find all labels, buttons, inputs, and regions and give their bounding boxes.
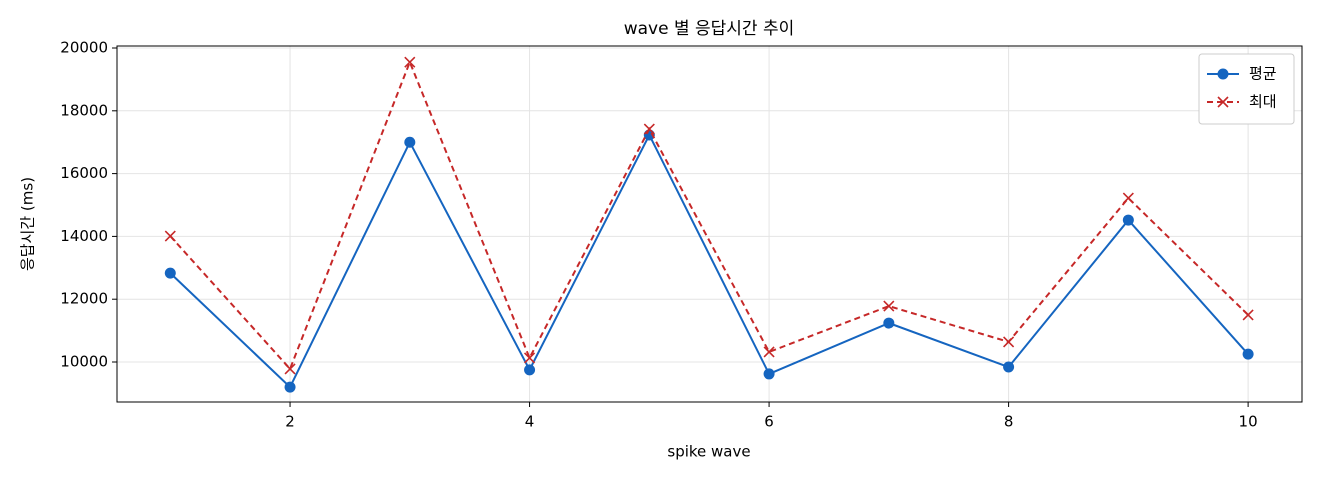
y-tick-label: 12000 [60, 290, 108, 308]
x-tick-label: 8 [1004, 413, 1014, 431]
point [524, 364, 536, 376]
legend-marker [1217, 68, 1229, 80]
chart-title: wave 별 응답시간 추이 [624, 19, 795, 39]
legend-label: 평균 [1249, 65, 1277, 83]
point [763, 346, 775, 358]
x-axis-label: spike wave [667, 443, 750, 461]
x-tick-label: 6 [764, 413, 774, 431]
y-tick-label: 14000 [60, 227, 108, 245]
y-tick-label: 18000 [60, 101, 108, 119]
series-line [169, 59, 1249, 371]
point [763, 368, 775, 380]
legend-marker [1217, 96, 1229, 108]
point [404, 56, 416, 68]
point [1003, 336, 1015, 348]
point [404, 136, 416, 148]
y-axis-label: 응답시간 (ms) [19, 177, 37, 271]
x-tick-label: 10 [1239, 413, 1258, 431]
point [883, 300, 895, 312]
point [164, 267, 176, 279]
y-tick-label: 10000 [60, 352, 108, 370]
point [164, 230, 176, 242]
x-tick-label: 2 [285, 413, 295, 431]
y-tick-label: 16000 [60, 164, 108, 182]
point [1003, 361, 1015, 373]
point [643, 123, 655, 135]
point [523, 352, 536, 364]
legend-box [1198, 53, 1295, 125]
point [1242, 348, 1254, 360]
point [284, 363, 296, 375]
y-tick-label: 20000 [60, 39, 108, 57]
point [1242, 309, 1254, 321]
point [883, 317, 895, 329]
point [284, 381, 296, 393]
point [1122, 214, 1134, 226]
point [1122, 192, 1134, 204]
legend-label: 최대 [1249, 93, 1277, 111]
series-line [169, 132, 1249, 389]
x-tick-label: 4 [525, 413, 535, 431]
plot-frame [116, 45, 1303, 403]
